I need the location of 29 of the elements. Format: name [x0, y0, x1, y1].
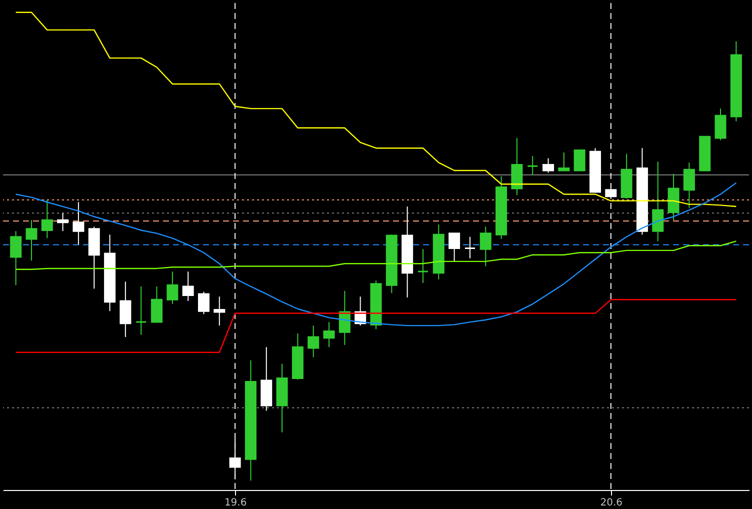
candlestick: [652, 161, 664, 242]
candlestick: [417, 248, 429, 284]
candlestick: [308, 325, 320, 358]
candlestick: [714, 108, 726, 141]
candlestick: [10, 230, 22, 286]
candlestick: [464, 236, 476, 259]
candlestick: [198, 291, 210, 315]
candlestick: [511, 138, 523, 196]
candlestick: [574, 148, 586, 172]
candlestick: [57, 212, 69, 232]
candlestick: [683, 162, 695, 208]
candlestick: [120, 281, 132, 338]
candlestick: [323, 322, 335, 348]
candlestick: [558, 152, 570, 172]
candlestick: [214, 296, 226, 326]
candlestick: [135, 286, 147, 336]
candlestick: [526, 156, 538, 176]
candlestick: [480, 226, 492, 267]
candlestick: [151, 286, 163, 323]
candlestick: [41, 199, 53, 239]
candlestick: [448, 232, 460, 262]
candlestick: [668, 174, 680, 221]
x-tick-label: 20.6: [600, 498, 623, 508]
candlestick: [166, 271, 178, 305]
x-tick-label: 19.6: [224, 498, 247, 508]
candlestick: [26, 220, 38, 262]
candlestick: [182, 271, 194, 302]
candlestick: [72, 202, 84, 246]
candlestick: [542, 158, 554, 174]
